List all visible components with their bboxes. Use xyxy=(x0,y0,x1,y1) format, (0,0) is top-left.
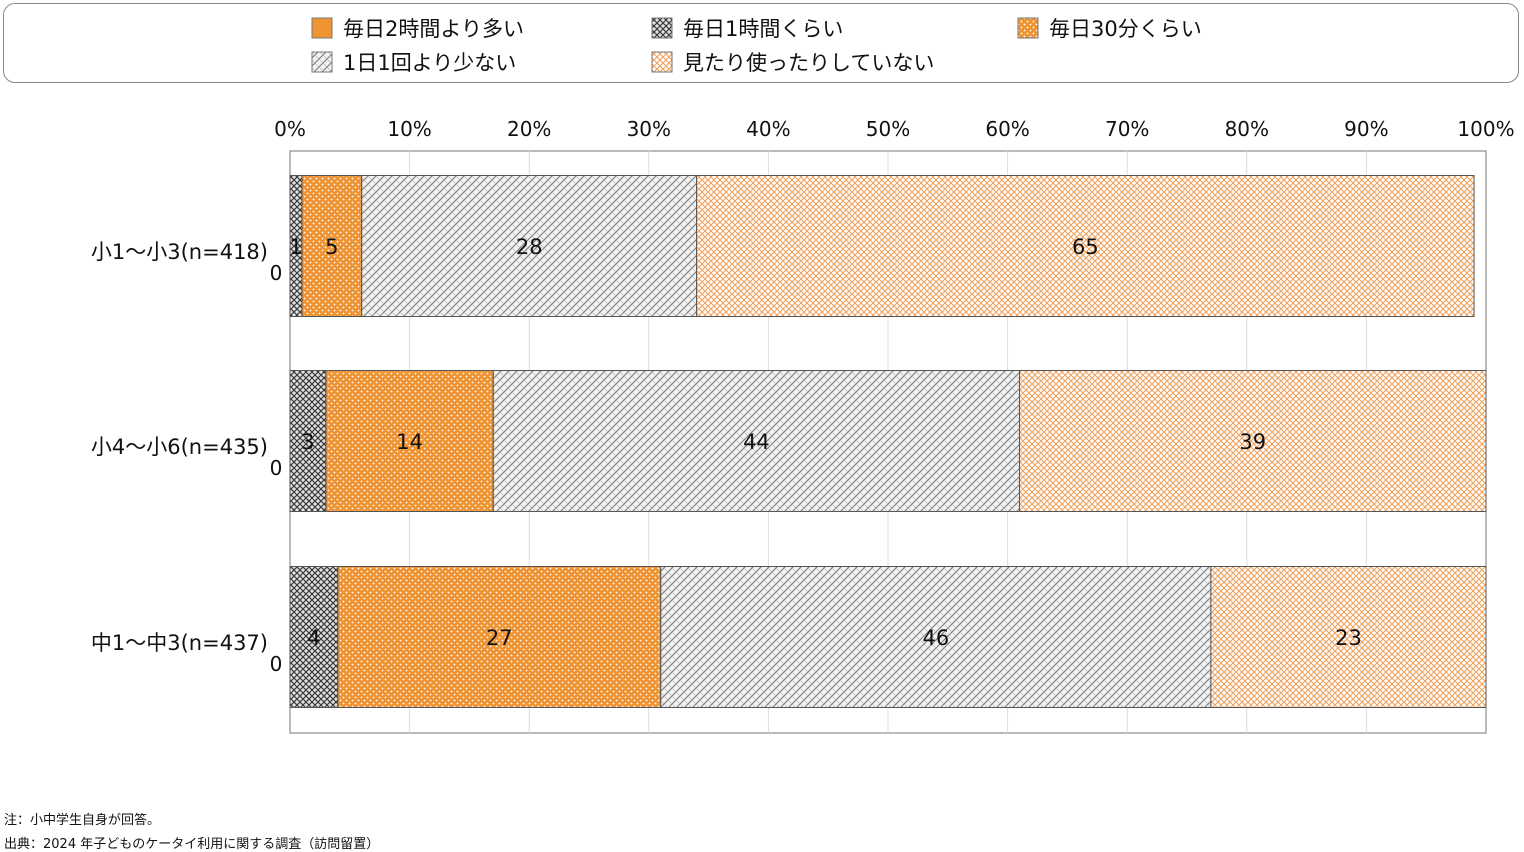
legend-item: 1日1回より少ない xyxy=(311,47,516,77)
data-label: 14 xyxy=(396,430,423,454)
data-label: 46 xyxy=(922,626,949,650)
x-tick-label: 0% xyxy=(274,117,306,141)
legend-label: 1日1回より少ない xyxy=(343,51,517,75)
data-label: 1 xyxy=(289,235,302,259)
bar-segment xyxy=(289,370,327,512)
data-label: 28 xyxy=(516,235,543,259)
category-label: 中1～中3(n=437) xyxy=(91,631,268,655)
legend-swatch xyxy=(651,17,673,39)
x-tick-label: 80% xyxy=(1225,117,1269,141)
x-tick-label: 50% xyxy=(866,117,910,141)
data-label: 23 xyxy=(1335,626,1362,650)
bar-segment xyxy=(1210,566,1487,708)
x-tick-label: 60% xyxy=(985,117,1029,141)
category-label: 小1～小3(n=418) xyxy=(91,240,268,264)
legend-swatch xyxy=(311,51,333,73)
x-tick-label: 30% xyxy=(627,117,671,141)
data-label: 5 xyxy=(325,235,338,259)
legend-swatch xyxy=(1017,17,1039,39)
x-tick-label: 20% xyxy=(507,117,551,141)
bar-segment xyxy=(696,175,1475,317)
legend-item: 見たり使ったりしていない xyxy=(651,47,934,77)
legend-item: 毎日2時間より多い xyxy=(311,13,524,43)
x-tick-label: 90% xyxy=(1344,117,1388,141)
data-label: 39 xyxy=(1239,430,1266,454)
source-text: 出典：2024 年子どものケータイ利用に関する調査（訪問留置） xyxy=(4,837,380,852)
legend-item: 毎日1時間くらい xyxy=(651,13,843,43)
data-label: 3 xyxy=(301,430,314,454)
legend-swatch xyxy=(311,17,333,39)
data-label: 65 xyxy=(1072,235,1099,259)
bar-segment xyxy=(301,175,363,317)
legend-label: 毎日30分くらい xyxy=(1049,17,1202,41)
data-label: 27 xyxy=(486,626,513,650)
legend-item: 毎日30分くらい xyxy=(1017,13,1202,43)
x-tick-label: 10% xyxy=(387,117,431,141)
legend-swatch xyxy=(651,51,673,73)
data-label: 0 xyxy=(270,261,283,285)
data-label: 44 xyxy=(743,430,770,454)
note-text: 注：小中学生自身が回答。 xyxy=(4,813,161,828)
bar-segment xyxy=(337,566,662,708)
legend-label: 毎日1時間くらい xyxy=(683,17,844,41)
legend-label: 見たり使ったりしていない xyxy=(683,51,935,75)
category-label: 小4～小6(n=435) xyxy=(91,435,268,459)
bar-segment xyxy=(361,175,698,317)
data-label: 4 xyxy=(307,626,320,650)
legend-label: 毎日2時間より多い xyxy=(343,17,524,41)
data-label: 0 xyxy=(270,456,283,480)
bar-segment xyxy=(1019,370,1487,512)
bar-segment xyxy=(289,566,339,708)
data-label: 0 xyxy=(270,652,283,676)
bar-segment xyxy=(660,566,1212,708)
x-tick-label: 70% xyxy=(1105,117,1149,141)
x-tick-label: 100% xyxy=(1457,117,1514,141)
x-tick-label: 40% xyxy=(746,117,790,141)
legend: 毎日2時間より多い 毎日1時間くらい 毎日30分くらい 1日1回より少ない 見たり使った… xyxy=(3,3,1519,83)
